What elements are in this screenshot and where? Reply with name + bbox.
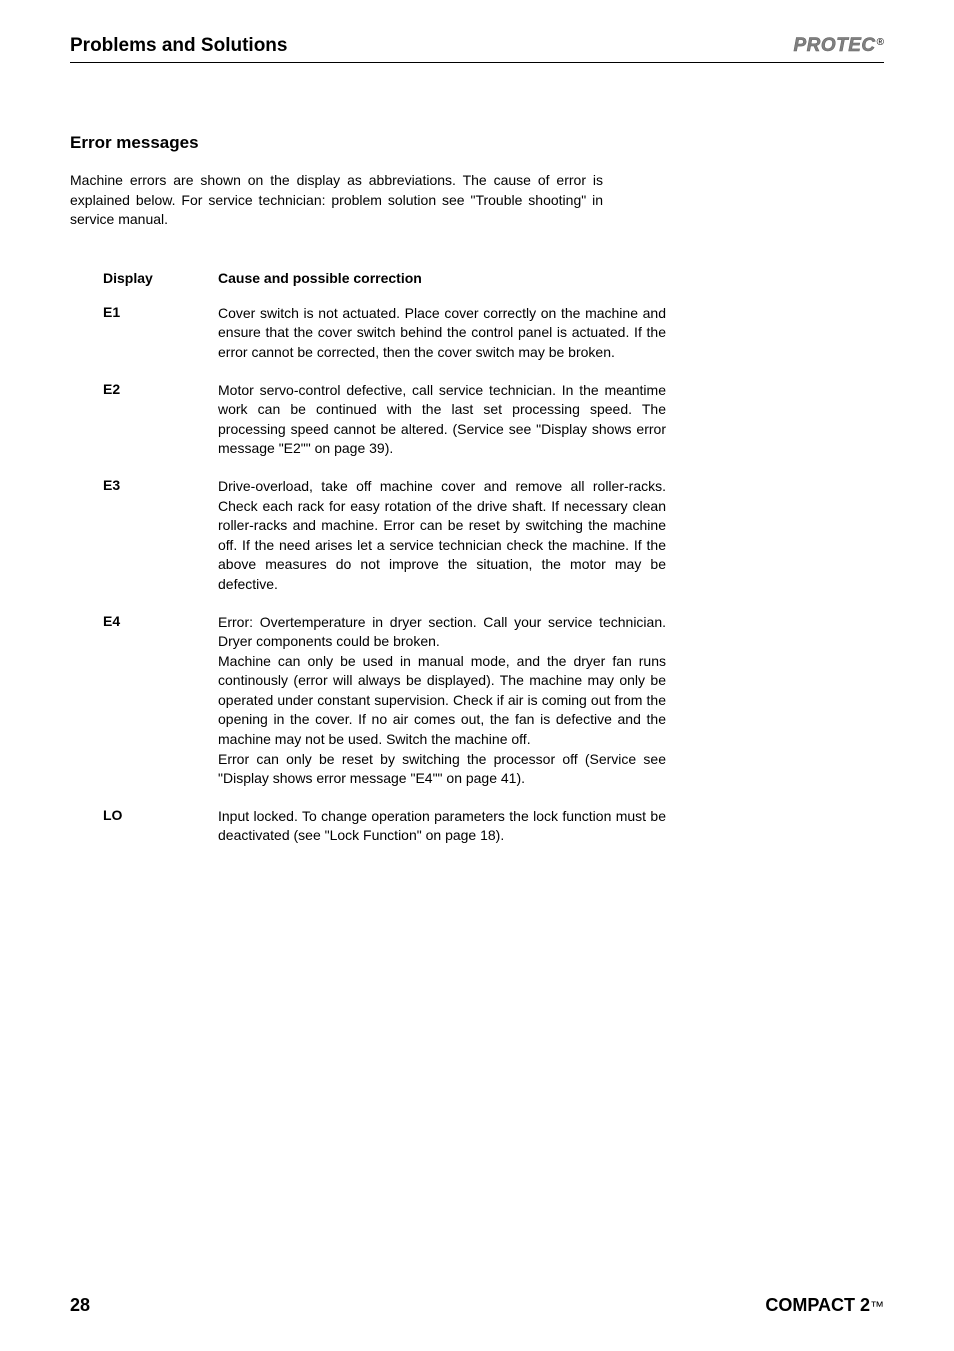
table-row: E3 Drive-overload, take off machine cove… xyxy=(103,477,666,595)
table-row: E4 Error: Overtemperature in dryer secti… xyxy=(103,613,666,789)
header-title: Problems and Solutions xyxy=(70,35,287,57)
table-row: E1 Cover switch is not actuated. Place c… xyxy=(103,304,666,363)
error-description: Drive-overload, take off machine cover a… xyxy=(218,477,666,595)
column-header-display: Display xyxy=(103,270,218,286)
logo-text: PROTEC xyxy=(793,35,875,56)
section-title: Error messages xyxy=(70,133,884,153)
error-description: Motor servo-control defective, call serv… xyxy=(218,381,666,459)
page-number: 28 xyxy=(70,1295,90,1316)
error-code: E3 xyxy=(103,477,218,595)
footer-product-name: COMPACT 2™ xyxy=(765,1295,884,1316)
brand-logo: PROTEC® xyxy=(793,35,884,57)
error-code: E4 xyxy=(103,613,218,789)
error-code: LO xyxy=(103,807,218,846)
table-row: E2 Motor servo-control defective, call s… xyxy=(103,381,666,459)
error-description: Input locked. To change operation parame… xyxy=(218,807,666,846)
intro-paragraph: Machine errors are shown on the display … xyxy=(70,171,603,230)
product-name-text: COMPACT 2 xyxy=(765,1295,870,1315)
column-header-cause: Cause and possible correction xyxy=(218,270,422,286)
page-header: Problems and Solutions PROTEC® xyxy=(70,35,884,63)
trademark-symbol: ™ xyxy=(870,1298,884,1314)
registered-symbol: ® xyxy=(877,37,884,48)
error-table: Display Cause and possible correction E1… xyxy=(103,270,666,846)
table-row: LO Input locked. To change operation par… xyxy=(103,807,666,846)
error-description: Error: Overtemperature in dryer section.… xyxy=(218,613,666,789)
error-code: E2 xyxy=(103,381,218,459)
error-code: E1 xyxy=(103,304,218,363)
error-description: Cover switch is not actuated. Place cove… xyxy=(218,304,666,363)
page-container: Problems and Solutions PROTEC® Error mes… xyxy=(0,0,954,1351)
table-header-row: Display Cause and possible correction xyxy=(103,270,666,286)
page-footer: 28 COMPACT 2™ xyxy=(70,1295,884,1316)
